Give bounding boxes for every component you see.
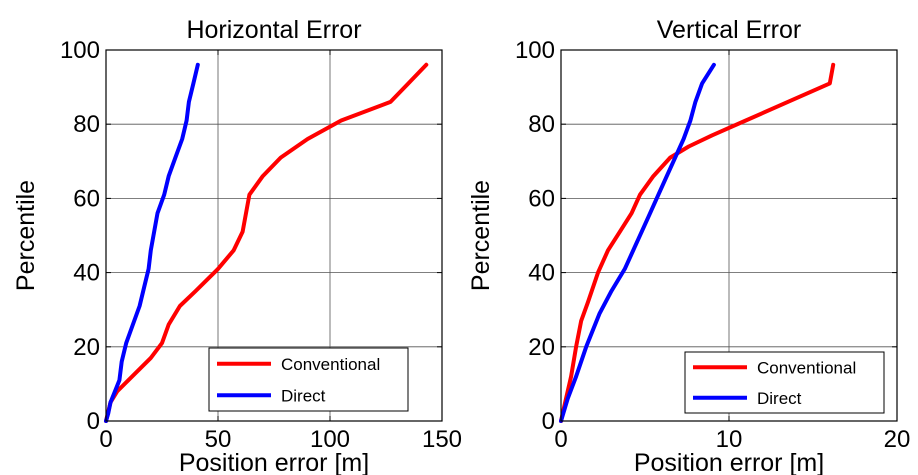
y-tick-label: 40 xyxy=(528,260,555,287)
x-tick-label: 100 xyxy=(310,426,350,453)
legend-label-direct: Direct xyxy=(757,389,802,408)
x-axis-label: Position error [m] xyxy=(634,449,824,475)
x-tick-label: 50 xyxy=(205,426,232,453)
y-tick-label: 60 xyxy=(73,185,100,212)
x-axis-label: Position error [m] xyxy=(179,449,369,475)
chart-title: Vertical Error xyxy=(657,16,801,44)
legend-label-conventional: Conventional xyxy=(281,355,380,374)
y-tick-label: 80 xyxy=(73,111,100,138)
legend: Conventional Direct xyxy=(208,347,409,412)
y-tick-label: 40 xyxy=(73,260,100,287)
series-line-direct xyxy=(104,62,200,423)
x-tick-label: 10 xyxy=(716,426,743,453)
legend: Conventional Direct xyxy=(684,351,885,414)
x-tick-label: 0 xyxy=(99,426,112,453)
legend-label-direct: Direct xyxy=(281,386,326,405)
series-line-direct xyxy=(559,62,716,423)
legend-box xyxy=(208,347,409,412)
series-line-conventional xyxy=(559,62,836,423)
chart-panel-vertical: 0 20 40 60 80 100 0 10 20 Vertical Error Position … xyxy=(467,16,910,475)
chart-title: Horizontal Error xyxy=(186,16,361,44)
legend-box xyxy=(684,351,885,414)
y-tick-label: 0 xyxy=(542,408,555,435)
y-axis-label: Percentile xyxy=(12,180,40,291)
series-line-conventional xyxy=(104,62,429,423)
y-tick-label: 80 xyxy=(528,111,555,138)
y-tick-label: 20 xyxy=(73,334,100,361)
x-tick-label: 150 xyxy=(422,426,462,453)
legend-label-conventional: Conventional xyxy=(757,358,856,377)
x-tick-label: 20 xyxy=(884,426,911,453)
axes-frame xyxy=(105,49,443,422)
x-tick-label: 0 xyxy=(554,426,567,453)
y-tick-label: 0 xyxy=(87,408,100,435)
chart-panel-horizontal: 0 20 40 60 80 100 0 50 100 150 Horizontal Error Pos… xyxy=(12,16,462,475)
y-tick-label: 100 xyxy=(60,37,100,64)
y-axis-label: Percentile xyxy=(467,180,495,291)
y-tick-label: 100 xyxy=(515,37,555,64)
y-tick-label: 20 xyxy=(528,334,555,361)
y-tick-label: 60 xyxy=(528,185,555,212)
